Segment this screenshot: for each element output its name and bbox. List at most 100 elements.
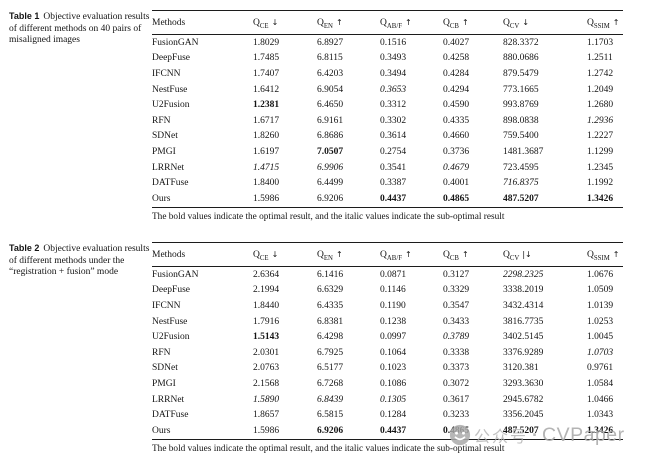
metric-value: 2.1994	[253, 285, 280, 296]
metric-value: 6.7268	[317, 378, 344, 389]
metric-value: 1.2345	[587, 162, 614, 173]
method-name: FusionGAN	[152, 269, 199, 280]
metric-value: 6.9206	[317, 425, 344, 436]
metric-value: 0.1516	[380, 37, 407, 48]
table1-wrap: Methods QCE ↓ QEN ↑ QAB/F ↑ QCB ↑ QCV ↓ QSSIM ↑ Fusi…	[152, 10, 623, 222]
method-name: SDNet	[152, 131, 178, 142]
metric-value: 1.2742	[587, 68, 614, 79]
metric-value: 6.8115	[317, 53, 343, 64]
metric-value: 3356.2045	[503, 410, 544, 421]
table-row: PMGI 1.6197 7.0507 0.2754 0.3736 1481.3687 1.1…	[152, 144, 623, 160]
metric-value: 0.3653	[380, 84, 407, 95]
table-row: RFN 1.6717 6.9161 0.3302 0.4335 898.0838 1.293…	[152, 113, 623, 129]
metric-value: 1.2680	[587, 100, 614, 111]
metric-value: 3338.2019	[503, 285, 544, 296]
metric-value: 1.8260	[253, 131, 280, 142]
metric-value: 1.0509	[587, 285, 614, 296]
metric-value: 1.2936	[587, 115, 614, 126]
metric-value: 0.4865	[443, 425, 470, 436]
col-header-metric: QSSIM ↑	[587, 10, 623, 35]
metric-value: 1.7916	[253, 316, 280, 327]
metric-value: 0.4437	[380, 193, 407, 204]
table-row: Ours 1.5986 6.9206 0.4437 0.4865 487.5207 1.34…	[152, 423, 623, 439]
table-row: DeepFuse 1.7485 6.8115 0.3493 0.4258 880.0686…	[152, 51, 623, 67]
sort-direction-arrow: ↑	[405, 249, 412, 259]
table-row: U2Fusion 1.5143 6.4298 0.0997 0.3789 3402.514…	[152, 329, 623, 345]
metric-value: 6.6329	[317, 285, 344, 296]
metric-value: 3293.3630	[503, 378, 544, 389]
metric-value: 6.5815	[317, 410, 344, 421]
table-row: Ours 1.5986 6.9206 0.4437 0.4865 487.5207 1.34…	[152, 191, 623, 207]
metric-value: 0.2754	[380, 146, 407, 157]
method-name: PMGI	[152, 378, 176, 389]
metric-value: 6.8439	[317, 394, 344, 405]
metric-value: 1.2049	[587, 84, 614, 95]
method-name: NestFuse	[152, 84, 188, 95]
metric-value: 6.8381	[317, 316, 344, 327]
table1: Methods QCE ↓ QEN ↑ QAB/F ↑ QCB ↑ QCV ↓ QSSIM ↑ Fusi…	[152, 10, 623, 208]
metric-value: 0.1064	[380, 347, 407, 358]
metric-value: 0.3329	[443, 285, 470, 296]
col-header-metric: QCB ↑	[443, 242, 503, 267]
metric-value: 0.3072	[443, 378, 470, 389]
sort-direction-arrow: ↑	[335, 249, 343, 259]
metric-value: 1.8400	[253, 178, 280, 189]
metric-value: 0.4437	[380, 425, 407, 436]
metric-value: 1.0139	[587, 300, 614, 311]
table-row: FusionGAN 1.8029 6.8927 0.1516 0.4027 828.337…	[152, 35, 623, 51]
metric-value: 716.8375	[503, 178, 539, 189]
col-header-metric: QAB/F ↑	[380, 10, 443, 35]
metric-value: 1.0253	[587, 316, 614, 327]
method-name: RFN	[152, 347, 171, 358]
metric-value: 6.1416	[317, 269, 344, 280]
col-header-metric: QCE ↓	[253, 10, 317, 35]
table-row: SDNet 2.0763 6.5177 0.1023 0.3373 3120.381 0.9…	[152, 361, 623, 377]
metric-value: 0.3493	[380, 53, 407, 64]
table-row: FusionGAN 2.6364 6.1416 0.0871 0.3127 2298.23…	[152, 267, 623, 283]
table2-caption-text: Objective evaluation results of differen…	[9, 244, 150, 278]
metric-value: 0.4258	[443, 53, 470, 64]
metric-value: 2298.2325	[503, 269, 544, 280]
table2-body: FusionGAN 2.6364 6.1416 0.0871 0.3127 2298.23…	[152, 267, 623, 440]
table-row: IFCNN 1.8440 6.4335 0.1190 0.3547 3432.4314 1.…	[152, 298, 623, 314]
sort-direction-arrow: ↓	[522, 17, 530, 27]
metric-value: 487.5207	[503, 193, 539, 204]
metric-value: 1.4715	[253, 162, 280, 173]
table-row: LRRNet 1.4715 6.9906 0.3541 0.4679 723.4595 1.…	[152, 160, 623, 176]
metric-value: 0.1023	[380, 363, 407, 374]
metric-value: 0.1238	[380, 316, 407, 327]
table1-caption-label: Table 1	[9, 11, 40, 21]
metric-value: 1.6412	[253, 84, 280, 95]
metric-value: 0.4679	[443, 162, 470, 173]
metric-value: 1.1703	[587, 37, 614, 48]
method-name: RFN	[152, 115, 171, 126]
metric-value: 0.4284	[443, 68, 470, 79]
metric-value: 0.3373	[443, 363, 470, 374]
metric-value: 6.4335	[317, 300, 344, 311]
metric-value: 0.3547	[443, 300, 470, 311]
metric-value: 0.3494	[380, 68, 407, 79]
metric-value: 1.5890	[253, 394, 280, 405]
metric-value: 0.3541	[380, 162, 407, 173]
table2-wrap: Methods QCE ↓ QEN ↑ QAB/F ↑ QCB ↑ QCV |↓ QSSIM ↑ Fus…	[152, 242, 623, 454]
metric-value: 880.0686	[503, 53, 539, 64]
col-header-metric: QCV ↓	[503, 10, 587, 35]
sort-direction-arrow: ↑	[612, 249, 620, 259]
metric-value: 0.4660	[443, 131, 470, 142]
metric-value: 0.1086	[380, 378, 407, 389]
metric-value: 0.3614	[380, 131, 407, 142]
method-name: U2Fusion	[152, 100, 190, 111]
col-header-methods: Methods	[152, 242, 253, 267]
table2-header-row: Methods QCE ↓ QEN ↑ QAB/F ↑ QCB ↑ QCV |↓ QSSIM ↑	[152, 242, 623, 267]
metric-value: 2.0763	[253, 363, 280, 374]
metric-value: 0.1305	[380, 394, 407, 405]
sort-direction-arrow: |↓	[522, 249, 532, 259]
method-name: IFCNN	[152, 68, 181, 79]
metric-value: 6.9206	[317, 193, 344, 204]
metric-value: 1.0343	[587, 410, 614, 421]
metric-value: 0.9761	[587, 363, 614, 374]
table2: Methods QCE ↓ QEN ↑ QAB/F ↑ QCB ↑ QCV |↓ QSSIM ↑ Fus…	[152, 242, 623, 440]
metric-value: 0.0997	[380, 332, 407, 343]
metric-value: 828.3372	[503, 37, 539, 48]
metric-value: 1.0703	[587, 347, 614, 358]
